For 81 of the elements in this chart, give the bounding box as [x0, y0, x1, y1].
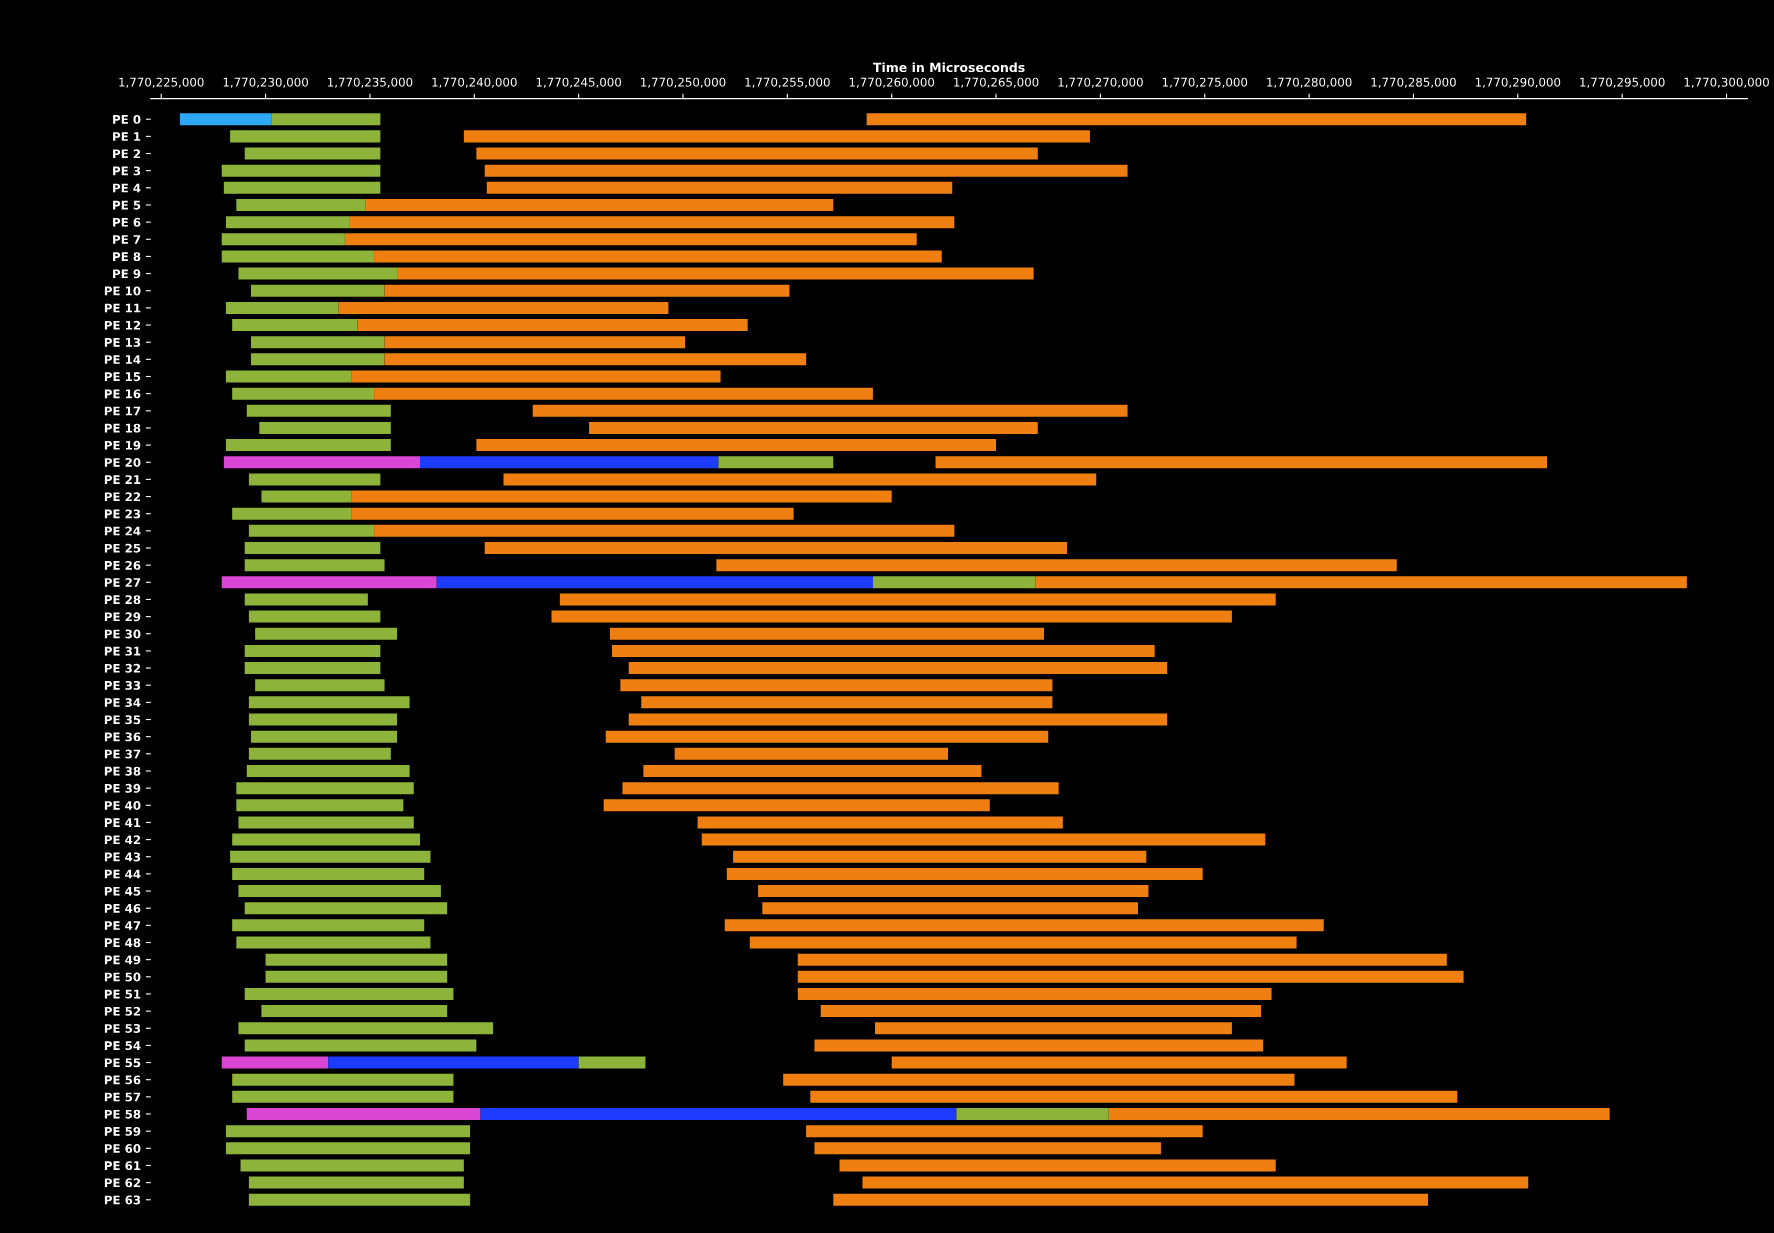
- y-tick-label: PE 30: [104, 629, 141, 639]
- y-tick-label: PE 2: [113, 149, 141, 159]
- y-tick-label: PE 55: [104, 1058, 141, 1068]
- y-tick-label: PE 26: [104, 560, 141, 570]
- x-tick-label: 1,770,275,000: [1162, 77, 1248, 88]
- y-tick-label: PE 52: [104, 1006, 141, 1016]
- x-tick-label: 1,770,225,000: [119, 77, 204, 88]
- y-tick-label: PE 23: [104, 509, 141, 519]
- y-tick-label: PE 58: [104, 1109, 141, 1119]
- x-tick-label: 1,770,260,000: [849, 77, 935, 88]
- y-tick-label: PE 32: [104, 663, 141, 673]
- y-tick-label: PE 54: [104, 1041, 141, 1051]
- y-tick-label: PE 33: [104, 680, 141, 690]
- y-tick-label: PE 49: [104, 955, 141, 965]
- y-tick-label: PE 38: [104, 766, 141, 776]
- y-tick-label: PE 17: [104, 406, 141, 416]
- y-tick-label: PE 36: [104, 732, 141, 742]
- y-tick-label: PE 44: [104, 869, 141, 879]
- y-tick-label: PE 62: [104, 1178, 141, 1188]
- y-tick-label: PE 12: [104, 320, 141, 330]
- y-tick-label: PE 63: [104, 1195, 141, 1205]
- y-tick-label: PE 43: [104, 852, 141, 862]
- y-tick-label: PE 45: [104, 886, 141, 896]
- y-tick-label: PE 61: [104, 1161, 141, 1171]
- y-tick-label: PE 29: [104, 612, 141, 622]
- x-tick-label: 1,770,235,000: [328, 77, 413, 88]
- y-tick-label: PE 35: [104, 715, 141, 725]
- y-tick-label: PE 10: [104, 286, 141, 296]
- y-tick-label: PE 13: [104, 337, 141, 347]
- y-tick-label: PE 34: [104, 698, 141, 708]
- y-tick-label: PE 9: [113, 269, 141, 279]
- y-tick-label: PE 47: [104, 921, 141, 930]
- x-tick-label: 1,770,230,000: [223, 77, 308, 88]
- y-tick-label: PE 14: [104, 355, 141, 364]
- y-tick-label: PE 8: [113, 252, 141, 262]
- x-axis-title: Time in Microseconds: [873, 62, 1025, 73]
- x-tick-label: 1,770,285,000: [1371, 77, 1456, 88]
- y-tick-label: PE 59: [104, 1126, 141, 1136]
- y-tick-label: PE 5: [113, 200, 141, 210]
- y-tick-label: PE 42: [104, 835, 141, 845]
- x-tick-label: 1,770,240,000: [432, 77, 517, 88]
- y-tick-label: PE 28: [104, 595, 141, 605]
- y-tick-label: PE 0: [113, 114, 141, 124]
- x-tick-label: 1,770,265,000: [954, 77, 1039, 88]
- y-tick-label: PE 7: [113, 235, 141, 244]
- x-tick-label: 1,770,250,000: [641, 77, 726, 88]
- x-tick-label: 1,770,255,000: [745, 77, 830, 88]
- y-tick-label: PE 56: [104, 1075, 141, 1085]
- y-tick-label: PE 41: [104, 818, 141, 827]
- y-tick-label: PE 57: [104, 1092, 141, 1102]
- y-tick-label: PE 27: [104, 578, 141, 587]
- y-tick-label: PE 24: [104, 526, 141, 536]
- y-tick-label: PE 50: [104, 972, 141, 982]
- x-tick-label: 1,770,270,000: [1058, 77, 1143, 88]
- y-tick-label: PE 40: [104, 801, 141, 810]
- x-tick-label: 1,770,280,000: [1267, 77, 1352, 88]
- y-tick-label: PE 16: [104, 389, 141, 399]
- y-tick-label: PE 25: [104, 543, 141, 553]
- y-tick-label: PE 46: [104, 903, 141, 913]
- y-tick-label: PE 53: [104, 1023, 141, 1033]
- y-tick-label: PE 37: [104, 749, 141, 759]
- y-tick-label: PE 60: [104, 1144, 141, 1153]
- y-tick-label: PE 4: [113, 183, 141, 193]
- y-tick-label: PE 18: [104, 423, 141, 433]
- x-tick-label: 1,770,295,000: [1580, 77, 1665, 88]
- y-tick-label: PE 19: [104, 440, 141, 450]
- y-tick-label: PE 1: [113, 132, 141, 141]
- y-tick-label: PE 15: [104, 372, 141, 382]
- y-tick-label: PE 21: [104, 475, 141, 484]
- x-tick-label: 1,770,300,000: [1684, 77, 1769, 88]
- x-tick-label: 1,770,245,000: [536, 77, 622, 88]
- y-tick-label: PE 22: [104, 492, 141, 502]
- y-tick-label: PE 3: [113, 166, 141, 176]
- y-tick-label: PE 51: [104, 989, 141, 999]
- y-tick-label: PE 48: [104, 938, 141, 948]
- y-tick-label: PE 6: [113, 217, 141, 227]
- y-tick-label: PE 11: [104, 303, 141, 313]
- x-tick-label: 1,770,290,000: [1475, 77, 1561, 88]
- y-tick-label: PE 31: [104, 646, 141, 656]
- y-tick-label: PE 20: [104, 457, 141, 467]
- y-tick-label: PE 39: [104, 783, 141, 793]
